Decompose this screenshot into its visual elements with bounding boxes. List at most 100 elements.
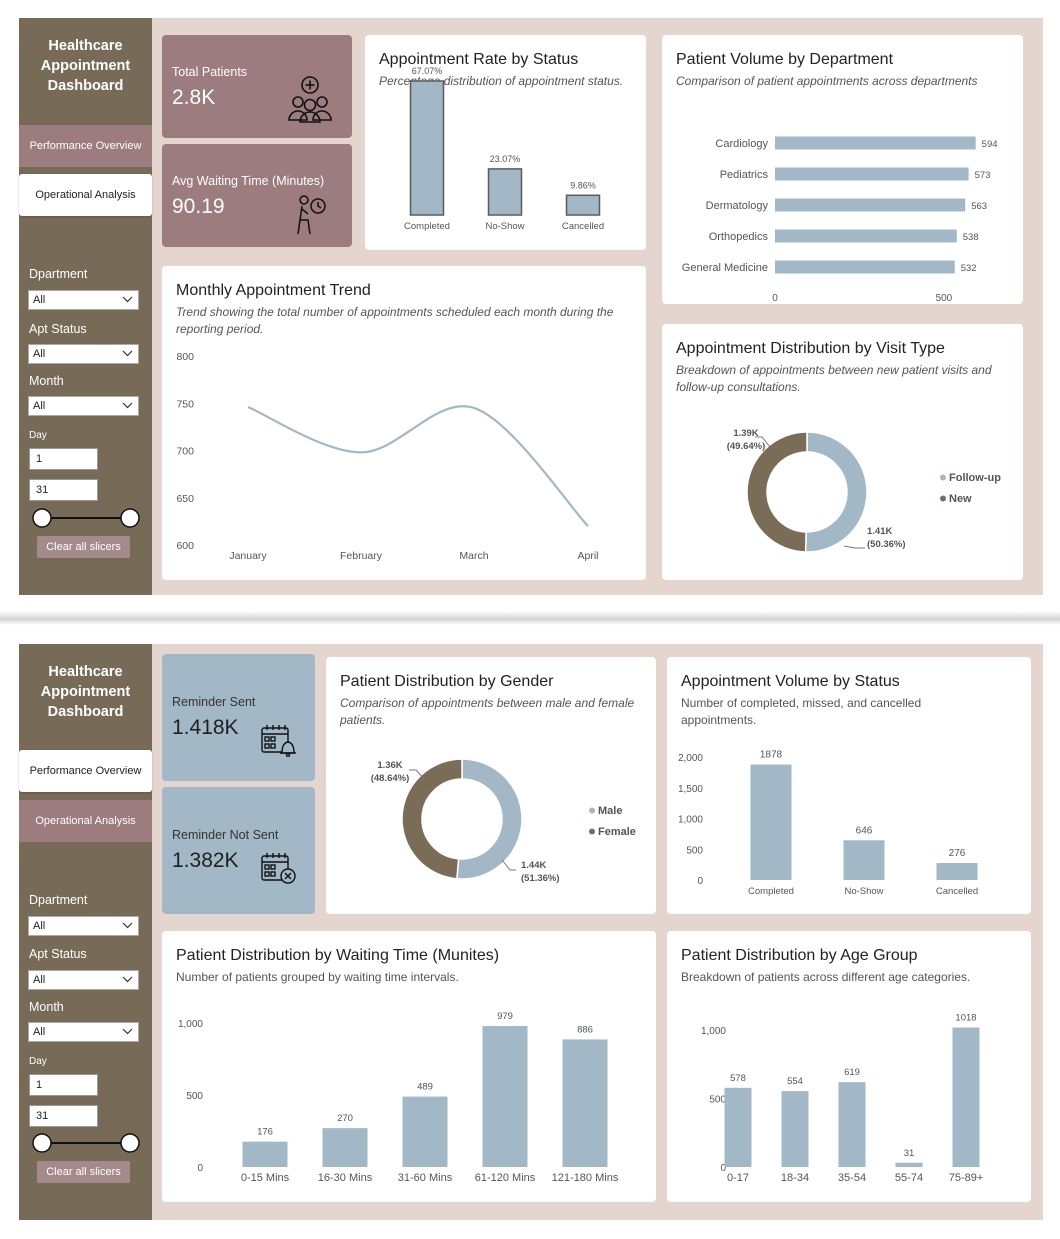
- chevron-down-icon: [122, 402, 133, 409]
- day-from-input[interactable]: 1: [29, 1074, 98, 1096]
- legend-label: Male: [598, 805, 622, 817]
- monthly-trend-card: Monthly Appointment Trend Trend showing …: [162, 266, 646, 580]
- data-label: 646: [856, 825, 873, 836]
- department-chart: Cardiology 594 Pediatrics 573 Dermatology 563…: [682, 136, 998, 304]
- status-rate-card: Appointment Rate by Status Percentage di…: [365, 35, 646, 250]
- waiting-time-card: Patient Distribution by Waiting Time (Mu…: [162, 931, 656, 1202]
- chart-title: Appointment Rate by Status: [379, 51, 579, 68]
- chart-subtitle: Breakdown of patients across different a…: [681, 970, 971, 984]
- y-tick-label: 500: [709, 1095, 726, 1106]
- slider-handle-end[interactable]: [120, 1133, 140, 1153]
- bar: [724, 1087, 752, 1167]
- nav-performance-overview[interactable]: Performance Overview: [19, 750, 152, 792]
- x-tick-label: No-Show: [485, 221, 524, 232]
- data-label: 532: [961, 263, 977, 274]
- chart-title: Patient Distribution by Age Group: [681, 947, 918, 964]
- legend-label: Female: [598, 826, 636, 838]
- bar: [781, 1091, 809, 1167]
- bar: [322, 1128, 368, 1167]
- kpi-reminder-sent: Reminder Sent 1.418K: [162, 654, 315, 781]
- y-tick-label: 750: [176, 398, 194, 410]
- day-to-input[interactable]: 31: [29, 479, 98, 501]
- y-tick-label: 800: [176, 351, 194, 363]
- month-filter-label: Month: [29, 1000, 64, 1014]
- bar: [562, 1039, 608, 1167]
- slider-handle-start[interactable]: [32, 508, 52, 528]
- bar: [750, 764, 792, 880]
- status-dropdown[interactable]: All: [28, 970, 139, 990]
- department-dropdown[interactable]: All: [28, 916, 139, 936]
- y-tick-label: Cardiology: [715, 138, 768, 150]
- x-tick-label: Completed: [748, 886, 794, 897]
- chart-title: Patient Distribution by Waiting Time (Mu…: [176, 947, 500, 964]
- department-card: Patient Volume by Department Comparison …: [662, 35, 1023, 304]
- clear-slicers-button[interactable]: Clear all slicers: [37, 1161, 130, 1183]
- day-range-slider[interactable]: [32, 507, 140, 529]
- age-group-chart: 1,000 500 0 578 0-17 554 18-34 619 35-54 31 55-74 1…: [701, 1013, 983, 1184]
- day-from-input[interactable]: 1: [29, 448, 98, 470]
- leader-line: [409, 769, 425, 780]
- nav-performance-overview[interactable]: Performance Overview: [19, 125, 152, 167]
- calendar-bell-icon: [261, 725, 296, 757]
- department-filter-label: Dpartment: [29, 267, 88, 281]
- legend-marker: [589, 828, 595, 835]
- department-dropdown[interactable]: All: [28, 290, 139, 310]
- bar: [838, 1082, 866, 1167]
- monthly-trend-chart: 800 750 700 650 600 January February March April: [176, 351, 598, 562]
- data-label: 886: [577, 1024, 593, 1035]
- visit-type-chart: 1.41K (50.36%) 1.39K (49.64%) Follow-up New: [727, 428, 1001, 553]
- nav-operational-analysis[interactable]: Operational Analysis: [19, 174, 152, 216]
- kpi-value: 1.418K: [172, 716, 239, 739]
- x-tick-label: 0: [772, 293, 778, 304]
- bar: [402, 1096, 448, 1167]
- status-rate-chart: 67.07% Completed 23.07% No-Show 9.86% Cancell…: [404, 66, 604, 232]
- data-label: (50.36%): [867, 539, 906, 550]
- data-label: 67.07%: [412, 66, 443, 76]
- status-dropdown[interactable]: All: [28, 344, 139, 364]
- x-tick-label: 500: [936, 293, 953, 304]
- slider-handle-end[interactable]: [120, 508, 140, 528]
- data-label: 619: [844, 1067, 860, 1078]
- bar: [487, 168, 523, 216]
- legend-label: Follow-up: [949, 472, 1001, 484]
- x-tick-label: 61-120 Mins: [475, 1172, 536, 1184]
- chart-title: Patient Distribution by Gender: [340, 673, 554, 690]
- data-label: 554: [787, 1076, 803, 1087]
- chart-subtitle: Number of completed, missed, and cancell…: [681, 696, 922, 727]
- nav-operational-analysis[interactable]: Operational Analysis: [19, 800, 152, 842]
- kpi-label: Reminder Sent: [172, 695, 256, 709]
- x-tick-label: 0-15 Mins: [241, 1172, 290, 1184]
- clear-slicers-button[interactable]: Clear all slicers: [37, 536, 130, 558]
- data-label: 1.36K: [377, 760, 402, 771]
- x-tick-label: 0-17: [727, 1172, 749, 1184]
- x-tick-label: 16-30 Mins: [318, 1172, 373, 1184]
- y-tick-label: 0: [697, 876, 703, 887]
- day-range-slider[interactable]: [32, 1132, 140, 1154]
- data-label: 538: [963, 232, 979, 243]
- y-tick-label: 0: [197, 1163, 203, 1174]
- sidebar: Healthcare Appointment Dashboard Perform…: [19, 18, 152, 595]
- day-to-input[interactable]: 31: [29, 1105, 98, 1127]
- slider-handle-start[interactable]: [32, 1133, 52, 1153]
- bar: [775, 198, 966, 212]
- data-label: (49.64%): [727, 441, 766, 452]
- bar: [775, 229, 957, 243]
- month-dropdown[interactable]: All: [28, 1022, 139, 1042]
- y-tick-label: 700: [176, 446, 194, 458]
- data-label: 489: [417, 1082, 433, 1093]
- bar: [843, 840, 885, 880]
- leader-line: [501, 859, 516, 871]
- month-dropdown[interactable]: All: [28, 396, 139, 416]
- chart-title: Appointment Distribution by Visit Type: [676, 340, 945, 357]
- chart-title: Patient Volume by Department: [676, 51, 894, 68]
- data-label: 31: [904, 1148, 915, 1159]
- legend-marker: [940, 474, 946, 481]
- status-volume-chart: 2,000 1,500 1,000 500 0 1878 Completed 646 No-Sh…: [678, 750, 978, 897]
- chart-title: Monthly Appointment Trend: [176, 282, 371, 299]
- data-label: 1018: [955, 1013, 976, 1024]
- x-tick-label: January: [229, 550, 267, 562]
- chart-subtitle: Number of patients grouped by waiting ti…: [176, 970, 459, 984]
- y-tick-label: 2,000: [678, 753, 703, 764]
- patients-group-icon: [288, 76, 332, 123]
- performance-overview-page: Healthcare Appointment Dashboard Perform…: [19, 18, 1043, 595]
